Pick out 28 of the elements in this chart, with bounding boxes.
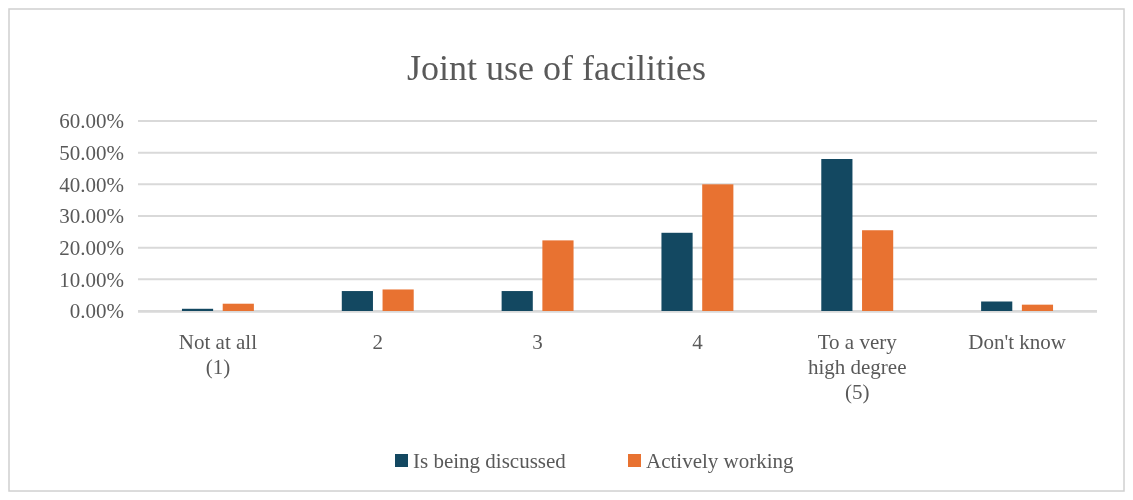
legend-label: Actively working [646,449,795,474]
y-tick-label: 10.00% [59,267,124,292]
bar [661,232,693,311]
y-tick-label: 0.00% [69,299,124,324]
bar [1021,304,1054,311]
x-tick-label: To a very high degree (5) [807,330,907,404]
x-tick-label: 4 [692,330,704,354]
y-tick-label: 50.00% [59,141,124,166]
y-tick-label: 60.00% [59,109,124,134]
bar [181,308,214,311]
bar [981,301,1013,311]
y-tick-label: 20.00% [59,236,124,261]
bar [382,289,414,311]
bar [702,184,734,311]
x-tick-label: 3 [532,330,543,354]
x-tick-label: Not at all (1) [178,330,258,379]
x-tick-label: Don't know [968,330,1067,354]
chart-title: Joint use of facilities [407,48,706,88]
bar [341,291,373,311]
bar [862,230,894,311]
x-tick-label: 2 [372,330,383,354]
bar [501,291,533,311]
bar [542,240,574,311]
y-tick-label: 40.00% [59,172,124,197]
y-tick-label: 30.00% [59,204,124,229]
legend-label: Is being discussed [413,449,567,474]
bar [821,159,853,311]
bar [222,303,254,311]
